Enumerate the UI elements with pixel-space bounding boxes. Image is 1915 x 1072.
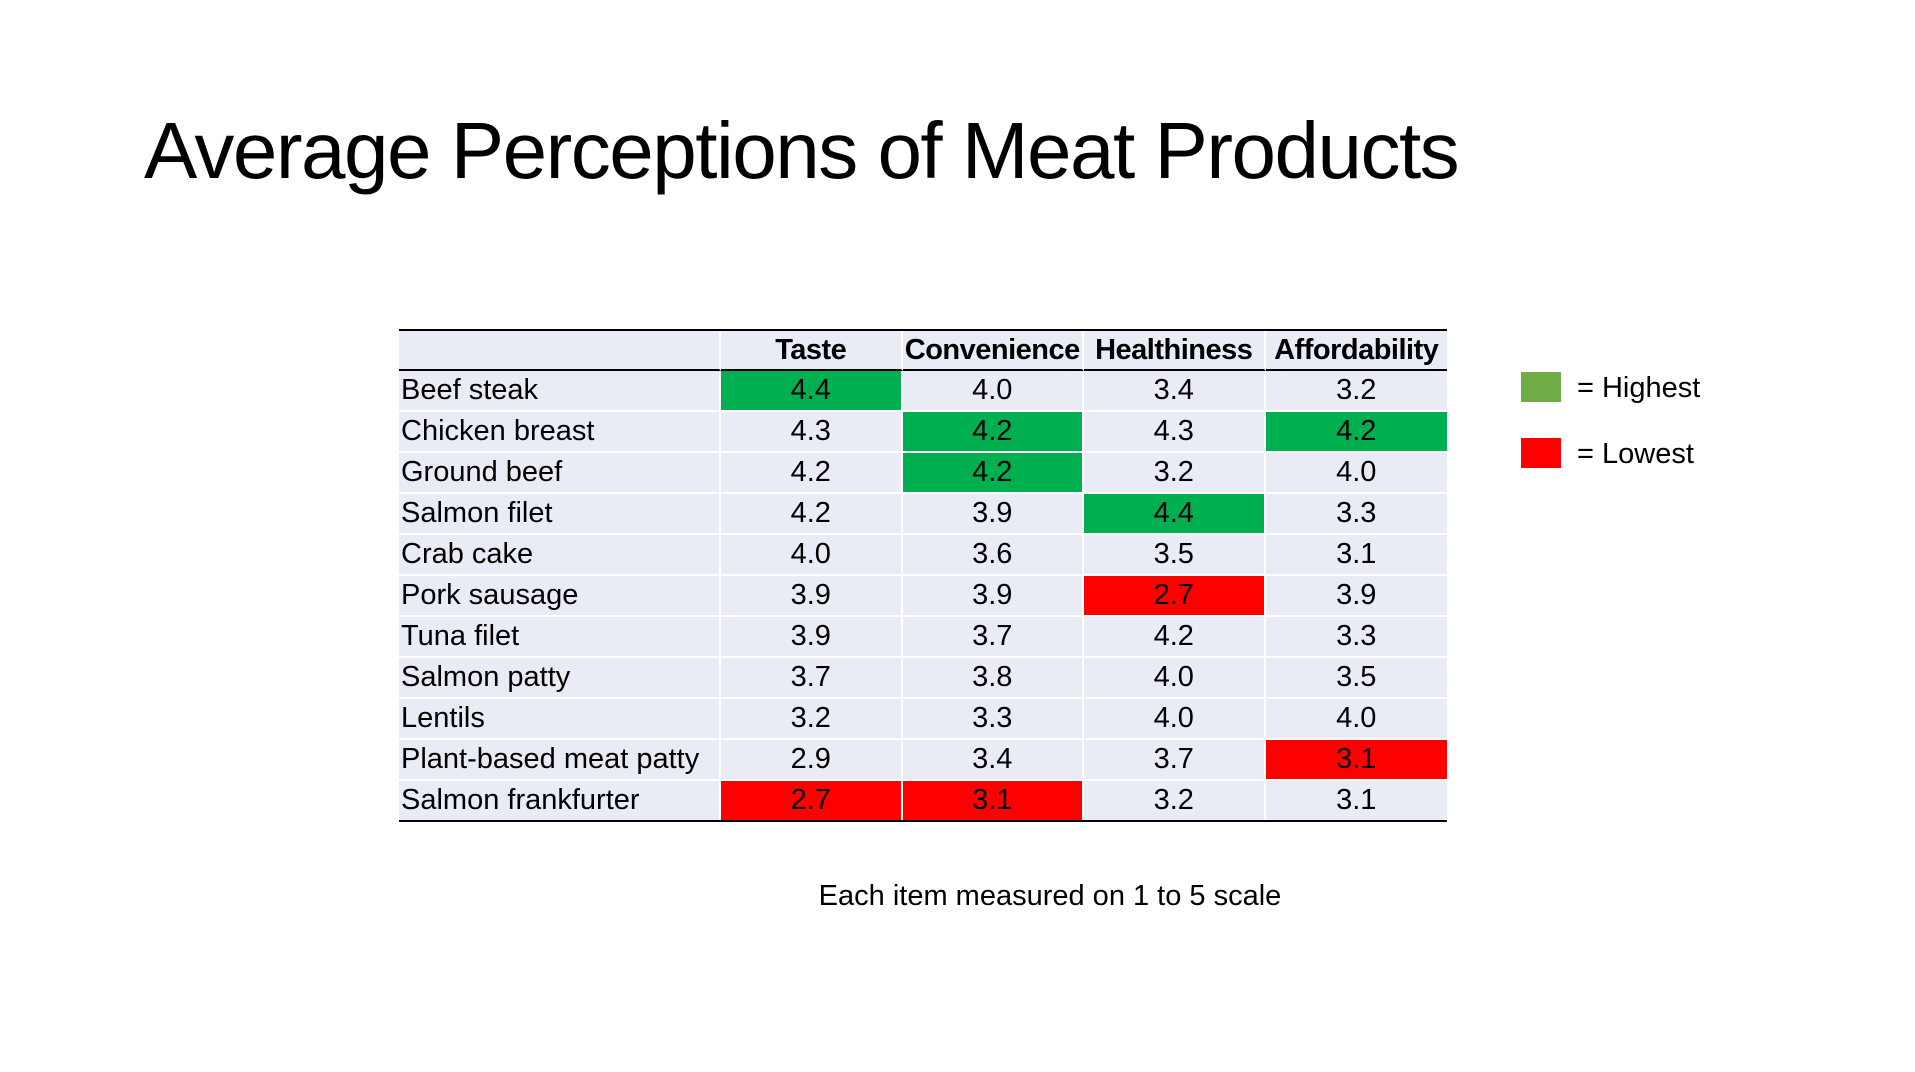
- row-label: Plant-based meat patty: [399, 740, 721, 781]
- legend-swatch-highest: [1521, 372, 1561, 402]
- value-cell: 3.2: [1084, 781, 1266, 820]
- header-corner: [399, 331, 721, 371]
- value-cell: 2.9: [721, 740, 903, 781]
- value-cell: 3.9: [902, 494, 1084, 535]
- table-row: Salmon frankfurter 2.7 3.1 3.2 3.1: [399, 781, 1447, 820]
- value-cell: 3.7: [721, 658, 903, 699]
- table-row: Lentils 3.2 3.3 4.0 4.0: [399, 699, 1447, 740]
- value-cell: 3.3: [1265, 494, 1447, 535]
- value-cell-lowest: 3.1: [902, 781, 1084, 820]
- table-row: Salmon patty 3.7 3.8 4.0 3.5: [399, 658, 1447, 699]
- column-header: Healthiness: [1084, 331, 1266, 371]
- value-cell: 3.8: [902, 658, 1084, 699]
- table-row: Crab cake 4.0 3.6 3.5 3.1: [399, 535, 1447, 576]
- value-cell: 4.0: [1265, 453, 1447, 494]
- value-cell: 3.1: [1265, 535, 1447, 576]
- value-cell: 3.4: [902, 740, 1084, 781]
- row-label: Salmon filet: [399, 494, 721, 535]
- column-header: Affordability: [1265, 331, 1447, 371]
- value-cell-highest: 4.4: [1084, 494, 1266, 535]
- value-cell: 4.0: [721, 535, 903, 576]
- value-cell: 3.7: [902, 617, 1084, 658]
- value-cell: 3.9: [721, 576, 903, 617]
- value-cell-highest: 4.2: [902, 453, 1084, 494]
- value-cell-highest: 4.4: [721, 371, 903, 412]
- value-cell: 3.3: [902, 699, 1084, 740]
- table-row: Salmon filet 4.2 3.9 4.4 3.3: [399, 494, 1447, 535]
- value-cell: 4.0: [1084, 658, 1266, 699]
- table-row: Plant-based meat patty 2.9 3.4 3.7 3.1: [399, 740, 1447, 781]
- value-cell: 3.2: [1265, 371, 1447, 412]
- value-cell-lowest: 2.7: [1084, 576, 1266, 617]
- table-row: Beef steak 4.4 4.0 3.4 3.2: [399, 371, 1447, 412]
- value-cell-highest: 4.2: [1265, 412, 1447, 453]
- row-label: Pork sausage: [399, 576, 721, 617]
- table-row: Chicken breast 4.3 4.2 4.3 4.2: [399, 412, 1447, 453]
- table-body: Beef steak 4.4 4.0 3.4 3.2 Chicken breast 4.3 4…: [399, 371, 1447, 820]
- value-cell: 3.5: [1084, 535, 1266, 576]
- row-label: Salmon patty: [399, 658, 721, 699]
- row-label: Lentils: [399, 699, 721, 740]
- legend-label-highest: = Highest: [1577, 372, 1701, 404]
- value-cell: 3.2: [1084, 453, 1266, 494]
- value-cell: 3.7: [1084, 740, 1266, 781]
- legend-swatch-lowest: [1521, 438, 1561, 468]
- value-cell: 3.3: [1265, 617, 1447, 658]
- row-label: Salmon frankfurter: [399, 781, 721, 820]
- value-cell: 3.4: [1084, 371, 1266, 412]
- value-cell: 3.9: [721, 617, 903, 658]
- column-header: Taste: [721, 331, 903, 371]
- row-label: Chicken breast: [399, 412, 721, 453]
- value-cell: 4.0: [1265, 699, 1447, 740]
- row-label: Tuna filet: [399, 617, 721, 658]
- value-cell: 4.0: [1084, 699, 1266, 740]
- value-cell-highest: 4.2: [902, 412, 1084, 453]
- table-header-row: Taste Convenience Healthiness Affordabil…: [399, 331, 1447, 371]
- table-row: Ground beef 4.2 4.2 3.2 4.0: [399, 453, 1447, 494]
- value-cell: 3.6: [902, 535, 1084, 576]
- value-cell: 4.3: [1084, 412, 1266, 453]
- value-cell: 3.5: [1265, 658, 1447, 699]
- value-cell: 3.9: [902, 576, 1084, 617]
- table-row: Pork sausage 3.9 3.9 2.7 3.9: [399, 576, 1447, 617]
- perceptions-table: Taste Convenience Healthiness Affordabil…: [399, 329, 1447, 822]
- value-cell: 4.2: [1084, 617, 1266, 658]
- column-header: Convenience: [902, 331, 1084, 371]
- scale-footnote: Each item measured on 1 to 5 scale: [818, 880, 1282, 912]
- value-cell: 4.3: [721, 412, 903, 453]
- value-cell-lowest: 3.1: [1265, 740, 1447, 781]
- value-cell-lowest: 2.7: [721, 781, 903, 820]
- value-cell: 4.2: [721, 453, 903, 494]
- slide-title: Average Perceptions of Meat Products: [144, 106, 1460, 195]
- row-label: Crab cake: [399, 535, 721, 576]
- row-label: Ground beef: [399, 453, 721, 494]
- row-label: Beef steak: [399, 371, 721, 412]
- table-row: Tuna filet 3.9 3.7 4.2 3.3: [399, 617, 1447, 658]
- value-cell: 3.2: [721, 699, 903, 740]
- value-cell: 3.1: [1265, 781, 1447, 820]
- value-cell: 4.2: [721, 494, 903, 535]
- perceptions-table-container: Taste Convenience Healthiness Affordabil…: [399, 329, 1447, 822]
- legend-label-lowest: = Lowest: [1577, 438, 1694, 470]
- value-cell: 3.9: [1265, 576, 1447, 617]
- value-cell: 4.0: [902, 371, 1084, 412]
